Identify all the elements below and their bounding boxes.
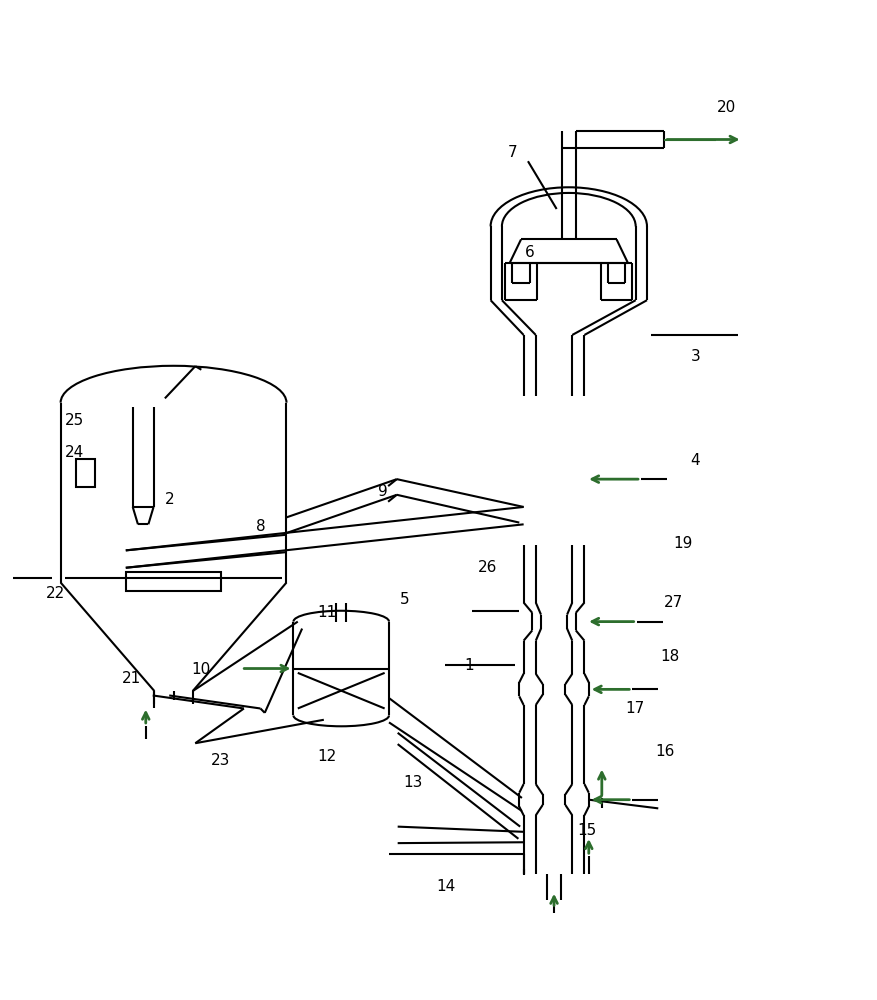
Text: 16: 16 — [656, 744, 675, 759]
Bar — [76, 459, 96, 487]
Text: 3: 3 — [690, 349, 700, 364]
Text: 20: 20 — [717, 100, 736, 115]
Text: 27: 27 — [665, 595, 683, 610]
Text: 19: 19 — [673, 536, 693, 551]
Text: 18: 18 — [660, 649, 680, 664]
Text: 23: 23 — [210, 753, 231, 768]
Text: 17: 17 — [625, 701, 645, 716]
Text: 8: 8 — [256, 519, 266, 534]
Text: 24: 24 — [65, 445, 84, 460]
Text: 6: 6 — [525, 245, 535, 260]
Text: 10: 10 — [191, 662, 210, 677]
Text: 13: 13 — [403, 775, 423, 790]
Text: 4: 4 — [690, 453, 700, 468]
Text: 25: 25 — [65, 413, 84, 428]
Text: 12: 12 — [317, 749, 336, 764]
Text: 22: 22 — [46, 586, 65, 601]
Text: 5: 5 — [399, 592, 409, 607]
Text: 26: 26 — [478, 560, 497, 575]
Text: 11: 11 — [317, 605, 336, 620]
Text: 7: 7 — [508, 145, 517, 160]
Bar — [125, 572, 221, 591]
Text: 21: 21 — [121, 671, 140, 686]
Text: 9: 9 — [378, 484, 388, 499]
Text: 2: 2 — [165, 492, 175, 508]
Text: 15: 15 — [577, 823, 596, 838]
Text: 1: 1 — [465, 658, 474, 673]
Text: 14: 14 — [437, 879, 456, 894]
